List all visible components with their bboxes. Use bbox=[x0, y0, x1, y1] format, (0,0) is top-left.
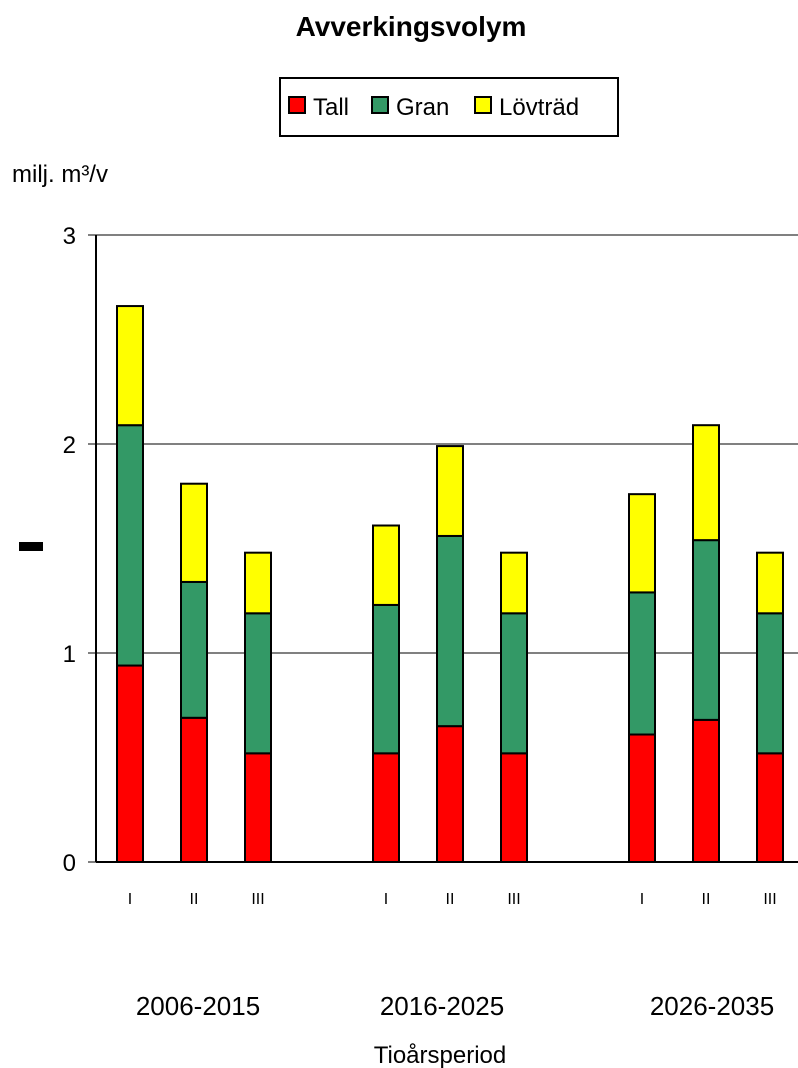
group-label: 2006-2015 bbox=[136, 991, 260, 1021]
bar-tall-0 bbox=[116, 664, 144, 863]
bar-tall-5 bbox=[500, 752, 528, 864]
x-tick-label: II bbox=[446, 891, 455, 908]
bar-gran-3 bbox=[372, 603, 400, 755]
bar-lvtrd-5 bbox=[500, 551, 528, 615]
bar-lvtrd-0 bbox=[116, 305, 144, 427]
group-label: 2016-2025 bbox=[380, 991, 504, 1021]
bar-gran-2 bbox=[244, 612, 272, 755]
bar-gran-5 bbox=[500, 612, 528, 755]
x-axis-ticks: I II III I II III I II III bbox=[128, 891, 777, 908]
x-tick-label: III bbox=[507, 891, 520, 908]
x-tick-label: II bbox=[190, 891, 199, 908]
y-tick-label: 3 bbox=[63, 223, 76, 250]
bar-tall-8 bbox=[756, 752, 784, 864]
legend-label: Tall bbox=[313, 94, 349, 121]
x-axis-groups: 2006-2015 2016-2025 2026-2035 bbox=[136, 991, 774, 1021]
bar-gran-0 bbox=[116, 424, 144, 667]
bar-lvtrd-2 bbox=[244, 551, 272, 615]
x-tick-label: II bbox=[702, 891, 711, 908]
legend: Tall Gran Lövträd bbox=[279, 77, 619, 137]
legend-swatch-tall bbox=[288, 96, 306, 114]
y-tick-label: 1 bbox=[63, 641, 76, 668]
x-tick-label: III bbox=[251, 891, 264, 908]
legend-frame bbox=[279, 77, 619, 137]
bar-lvtrd-6 bbox=[628, 493, 656, 594]
y-tick-label: 2 bbox=[63, 432, 76, 459]
bar-lvtrd-3 bbox=[372, 524, 400, 606]
x-tick-label: I bbox=[640, 891, 644, 908]
y-tick-label: 0 bbox=[63, 850, 76, 877]
bar-lvtrd-4 bbox=[436, 445, 464, 537]
y-axis-ticks: 0 1 2 3 bbox=[63, 223, 96, 877]
legend-label: Lövträd bbox=[499, 94, 579, 121]
y-axis-label: milj. m³/v bbox=[12, 161, 108, 188]
legend-label: Gran bbox=[396, 94, 449, 121]
bar-lvtrd-1 bbox=[180, 482, 208, 583]
bar-gran-7 bbox=[692, 539, 720, 721]
group-label: 2026-2035 bbox=[650, 991, 774, 1021]
bar-tall-4 bbox=[436, 725, 464, 864]
x-axis-label: Tioårsperiod bbox=[374, 1042, 507, 1068]
x-tick-label: I bbox=[128, 891, 132, 908]
side-marker bbox=[19, 542, 43, 551]
legend-swatch-gran bbox=[371, 96, 389, 114]
x-tick-label: I bbox=[384, 891, 388, 908]
bar-gran-8 bbox=[756, 612, 784, 755]
x-tick-label: III bbox=[763, 891, 776, 908]
bar-lvtrd-8 bbox=[756, 551, 784, 615]
bar-tall-6 bbox=[628, 733, 656, 864]
bar-gran-4 bbox=[436, 534, 464, 728]
bar-tall-7 bbox=[692, 718, 720, 863]
bar-tall-3 bbox=[372, 752, 400, 864]
bar-tall-2 bbox=[244, 752, 272, 864]
chart-title: Avverkingsvolym bbox=[296, 11, 527, 42]
legend-swatch-lvtrd bbox=[474, 96, 492, 114]
bars bbox=[116, 305, 784, 864]
bar-tall-1 bbox=[180, 716, 208, 863]
bar-lvtrd-7 bbox=[692, 424, 720, 542]
bar-gran-6 bbox=[628, 591, 656, 736]
bar-gran-1 bbox=[180, 580, 208, 719]
